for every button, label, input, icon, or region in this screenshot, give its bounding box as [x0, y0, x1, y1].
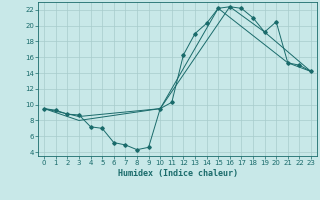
X-axis label: Humidex (Indice chaleur): Humidex (Indice chaleur) [118, 169, 238, 178]
